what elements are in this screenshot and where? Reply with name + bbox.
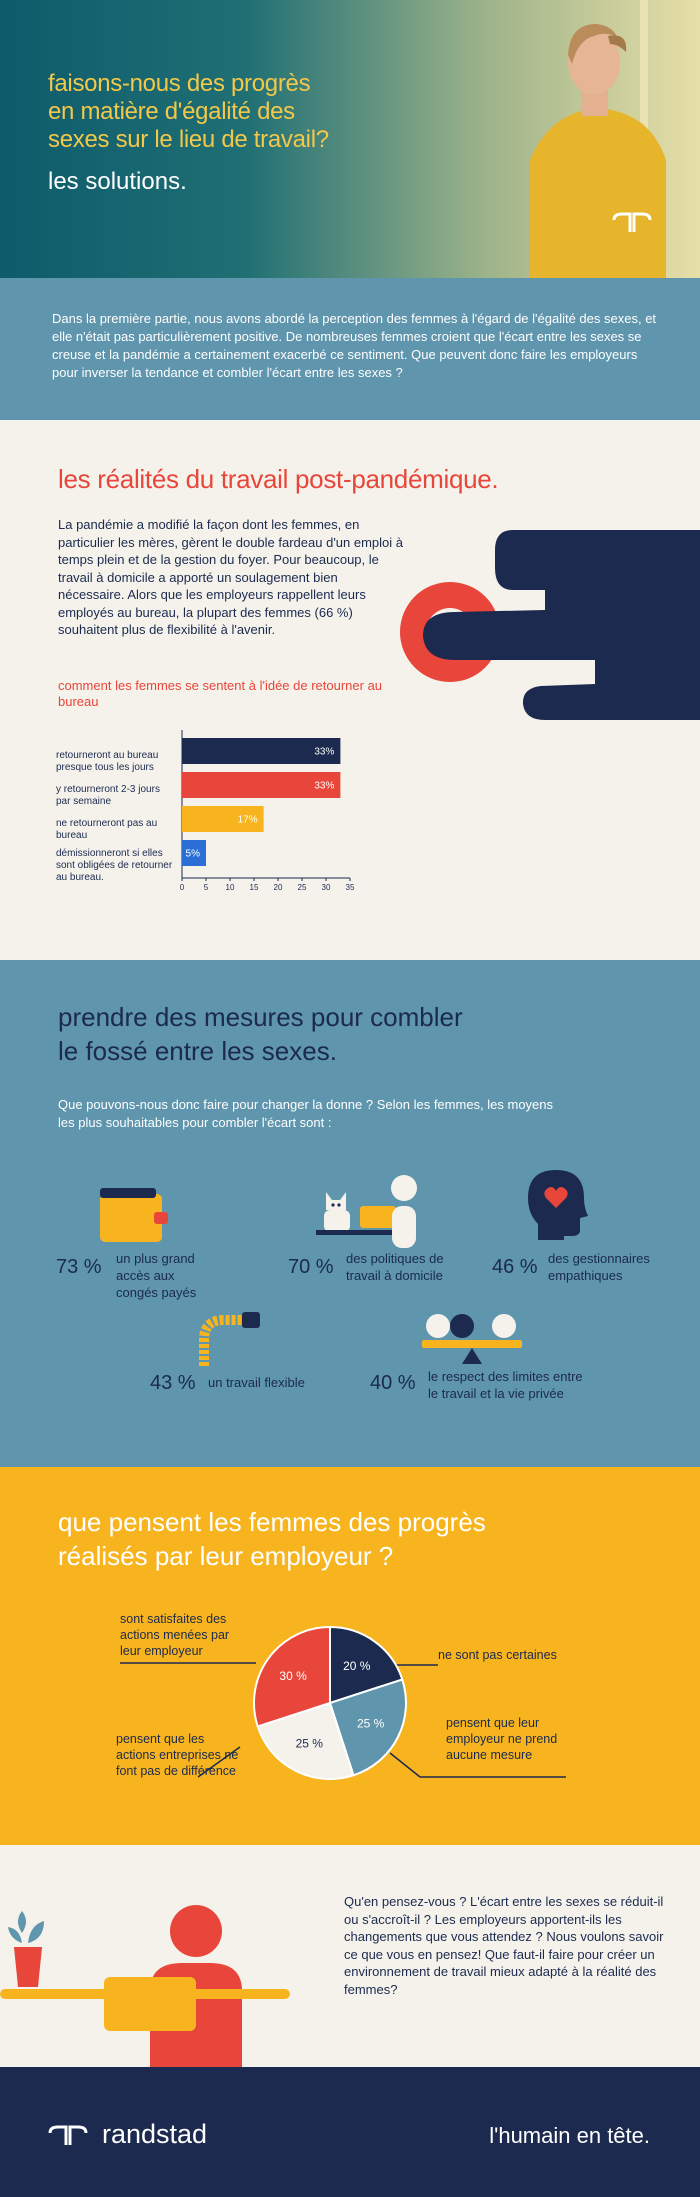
employer-progress-pie-chart: 20 % 25 % 25 % 30 %: [120, 1625, 566, 1780]
measures-section: prendre des mesures pour combler le foss…: [0, 960, 700, 1467]
progress-section: que pensent les femmes des progrès réali…: [0, 1467, 700, 1845]
bar-label-2: y retourneront 2-3 jours par semaine: [56, 784, 160, 807]
bar-3: [182, 806, 264, 832]
person-desk-illustration: [0, 1905, 290, 2067]
measure-pct-3: 46 %: [492, 1256, 538, 1278]
measure-label-3: des gestionnaires empathiques: [548, 1251, 650, 1283]
bar-label-1: retourneront au bureau presque tous les …: [56, 750, 159, 773]
bar-x-tick-label: 20: [274, 883, 283, 892]
bar-x-tick-label: 25: [298, 883, 307, 892]
pie-slice-4: [253, 1625, 331, 1728]
bar-value-4: 5%: [186, 849, 201, 860]
hero-title: faisons-nous des progrès en matière d'ég…: [48, 70, 329, 153]
bar-chart-title: comment les femmes se sentent à l'idée d…: [58, 678, 383, 709]
realities-body: La pandémie a modifié la façon dont les …: [58, 517, 404, 637]
brand-name: randstad: [102, 2119, 208, 2149]
measures-title: prendre des mesures pour combler le foss…: [58, 1002, 463, 1066]
bar-x-tick-label: 5: [204, 883, 209, 892]
randstad-logo-icon: [612, 212, 652, 232]
bar-value-1: 33%: [314, 747, 334, 758]
bar-2: [182, 772, 341, 798]
measure-label-2: des politiques de travail à domicile: [346, 1251, 444, 1283]
balance-icon: [422, 1314, 522, 1364]
measure-label-1: un plus grand accès aux congés payés: [116, 1251, 197, 1300]
realities-section: les réalités du travail post-pandémique.…: [0, 420, 700, 960]
bar-label-3: ne retourneront pas au bureau: [56, 818, 158, 841]
measure-pct-1: 73 %: [56, 1256, 102, 1278]
hero-subtitle: les solutions.: [48, 168, 187, 195]
woman-photo-illustration: [530, 0, 666, 278]
bar-x-tick-label: 10: [226, 883, 235, 892]
bar-1: [182, 738, 341, 764]
measure-label-4: un travail flexible: [208, 1375, 305, 1390]
home-office-icon: [316, 1175, 417, 1248]
return-office-bar-chart: 33% 33% 17% 5% 0 5 10 15 20 25 30 35: [180, 730, 355, 892]
pie-label-unsure: ne sont pas certaines: [438, 1648, 557, 1662]
wallet-icon: [100, 1188, 168, 1242]
realities-title: les réalités du travail post-pandémique.: [58, 464, 499, 494]
bar-label-4: démissionneront si elles sont obligées d…: [56, 848, 173, 883]
intro-text: Dans la première partie, nous avons abor…: [52, 311, 657, 380]
hero-section: faisons-nous des progrès en matière d'ég…: [0, 0, 700, 278]
randstad-logo-icon: [48, 2125, 88, 2145]
pie-value-3: 25 %: [296, 1737, 324, 1751]
measures-intro: Que pouvons-nous donc faire pour changer…: [58, 1097, 554, 1130]
pie-slice-1: [329, 1625, 404, 1705]
footer-section: randstad l'humain en tête.: [0, 2067, 700, 2197]
bar-4: [182, 840, 206, 866]
pie-label-no-difference: pensent que les actions entreprises ne f…: [116, 1732, 239, 1778]
pie-slice-3: [256, 1701, 355, 1780]
measure-label-5: le respect des limites entre le travail …: [428, 1369, 583, 1401]
flexible-pipe-icon: [199, 1312, 260, 1366]
pie-value-1: 20 %: [343, 1659, 371, 1673]
bar-x-tick-label: 35: [346, 883, 355, 892]
measure-pct-5: 40 %: [370, 1372, 416, 1394]
pie-value-4: 30 %: [279, 1669, 307, 1683]
head-heart-icon: [528, 1170, 588, 1240]
progress-title: que pensent les femmes des progrès réali…: [58, 1507, 486, 1571]
bar-x-tick-label: 15: [250, 883, 259, 892]
pie-label-satisfied: sont satisfaites des actions menées par …: [120, 1612, 230, 1658]
intro-section: Dans la première partie, nous avons abor…: [0, 278, 700, 420]
measure-pct-4: 43 %: [150, 1372, 196, 1394]
bar-value-2: 33%: [314, 781, 334, 792]
bar-x-tick-label: 0: [180, 883, 185, 892]
pie-slice-2: [328, 1678, 407, 1777]
tagline: l'humain en tête.: [489, 2123, 650, 2148]
hand-key-illustration: [400, 530, 700, 720]
bar-value-3: 17%: [238, 815, 258, 826]
pie-label-no-action: pensent que leur employeur ne prend aucu…: [446, 1716, 558, 1762]
opinion-section: Qu'en pensez-vous ? L'écart entre les se…: [0, 1845, 700, 2067]
bar-x-tick-label: 30: [322, 883, 331, 892]
measure-pct-2: 70 %: [288, 1256, 334, 1278]
pie-value-2: 25 %: [357, 1717, 385, 1731]
opinion-text: Qu'en pensez-vous ? L'écart entre les se…: [344, 1894, 664, 1997]
